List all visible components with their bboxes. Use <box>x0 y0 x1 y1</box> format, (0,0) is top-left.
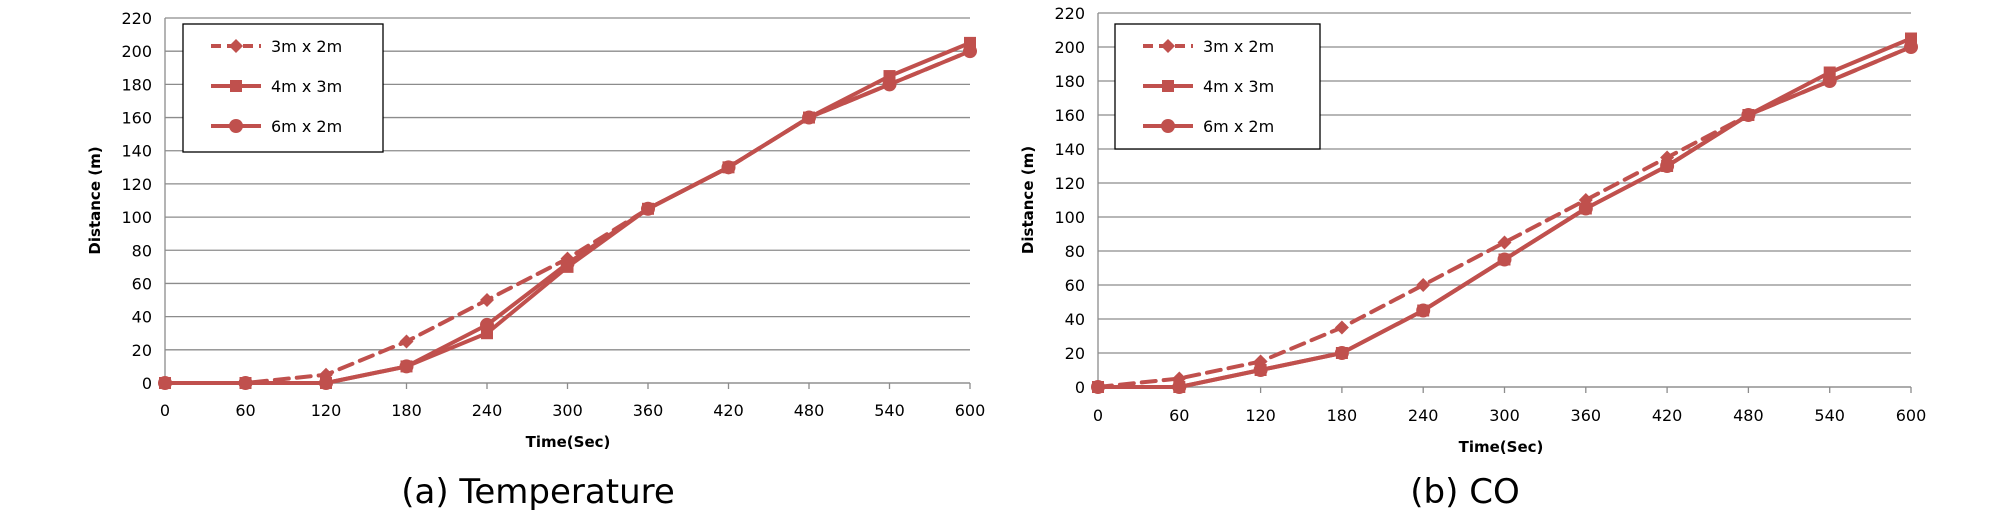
data-point-circle <box>721 160 736 175</box>
x-tick-label: 600 <box>955 401 986 420</box>
x-tick-label: 360 <box>633 401 664 420</box>
data-point-circle <box>1741 108 1756 122</box>
y-tick-label: 60 <box>1065 276 1085 295</box>
x-tick-label: 60 <box>1169 406 1189 425</box>
data-point-circle <box>1660 159 1675 173</box>
legend-label: 4m x 3m <box>1203 77 1274 96</box>
y-tick-label: 120 <box>1054 174 1085 193</box>
x-tick-label: 300 <box>552 401 583 420</box>
x-tick-label: 0 <box>1093 406 1103 425</box>
y-tick-label: 20 <box>132 341 152 360</box>
legend-label: 6m x 2m <box>1203 117 1274 136</box>
x-tick-label: 420 <box>713 401 744 420</box>
chart-svg-temperature: 0 20 40 60 80 100 120 140 160 180 200 220 0 60 120 180 2… <box>86 9 986 451</box>
y-tick-label: 20 <box>1065 344 1085 363</box>
x-tick-label: 540 <box>1814 406 1845 425</box>
data-point-circle <box>1334 346 1349 360</box>
legend-label: 4m x 3m <box>271 77 342 96</box>
y-axis-title: Distance (m) <box>1019 146 1037 254</box>
y-tick-label: 40 <box>1065 310 1085 329</box>
y-tick-label: 220 <box>121 9 152 28</box>
legend-marker-circle <box>229 119 243 133</box>
x-tick-label: 480 <box>1733 406 1764 425</box>
chart-caption: (b) CO <box>1410 472 1520 512</box>
y-tick-label: 160 <box>121 109 152 128</box>
x-tick-label: 240 <box>1408 406 1439 425</box>
x-tick-label: 360 <box>1571 406 1602 425</box>
data-point-circle <box>319 376 333 390</box>
x-tick-label: 540 <box>874 401 905 420</box>
data-point-circle <box>238 376 253 390</box>
x-tick-label: 60 <box>235 401 255 420</box>
y-tick-label: 100 <box>1054 208 1085 227</box>
x-tick-label: 120 <box>1245 406 1276 425</box>
y-tick-label: 0 <box>142 374 152 393</box>
chart-panel-co: 0 20 40 60 80 100 120 140 160 180 200 220 0 60 120 180 2… <box>1004 0 2008 518</box>
x-axis-title: Time(Sec) <box>1459 438 1544 456</box>
data-point-circle <box>963 44 977 59</box>
x-tick-label: 600 <box>1896 406 1927 425</box>
chart-caption: (a) Temperature <box>401 472 675 512</box>
data-point-circle <box>1497 252 1512 267</box>
x-tick-label: 300 <box>1489 406 1520 425</box>
x-axis-title: Time(Sec) <box>526 433 611 451</box>
y-tick-label: 140 <box>121 142 152 161</box>
data-point-diamond <box>1334 320 1349 335</box>
y-tick-label: 220 <box>1054 4 1085 23</box>
y-tick-label: 160 <box>1054 106 1085 125</box>
legend-marker-diamond <box>229 39 243 53</box>
legend-label: 6m x 2m <box>271 117 342 136</box>
data-point-circle <box>560 256 575 271</box>
y-tick-label: 140 <box>1054 140 1085 159</box>
data-point-circle <box>1172 380 1187 394</box>
chart-panel-temperature: 0 20 40 60 80 100 120 140 160 180 200 220 0 60 120 180 2… <box>86 9 986 512</box>
data-point-circle <box>1091 380 1105 394</box>
data-point-circle <box>1578 201 1593 216</box>
y-tick-label: 80 <box>1065 242 1085 261</box>
legend-label: 3m x 2m <box>1203 37 1274 56</box>
chart-svg-co: 0 20 40 60 80 100 120 140 160 180 200 220 0 60 120 180 2… <box>1019 4 1927 456</box>
data-point-circle <box>158 376 172 390</box>
legend-marker-diamond <box>1161 39 1175 53</box>
data-point-circle <box>1416 303 1431 318</box>
x-tick-label: 180 <box>1327 406 1358 425</box>
data-point-circle <box>802 110 816 125</box>
legend-marker-square <box>230 80 242 92</box>
x-tick-label: 480 <box>794 401 825 420</box>
legend-marker-square <box>1162 80 1174 92</box>
data-point-circle <box>1904 40 1918 54</box>
data-point-diamond <box>399 334 414 349</box>
x-tick-label: 0 <box>160 401 170 420</box>
data-point-circle <box>1822 74 1837 88</box>
y-tick-label: 40 <box>132 308 152 327</box>
y-axis-title: Distance (m) <box>86 146 104 254</box>
data-point-circle <box>480 317 494 332</box>
data-point-circle <box>882 77 897 92</box>
x-tick-label: 240 <box>472 401 503 420</box>
data-point-diamond <box>1497 235 1512 250</box>
data-point-circle <box>1253 363 1268 377</box>
x-tick-label: 180 <box>391 401 422 420</box>
data-point-circle <box>399 359 414 374</box>
data-point-diamond <box>1416 278 1431 292</box>
y-tick-label: 100 <box>121 208 152 227</box>
y-tick-label: 200 <box>1054 38 1085 57</box>
y-tick-label: 200 <box>121 42 152 61</box>
x-tick-label: 420 <box>1652 406 1683 425</box>
data-point-diamond <box>480 293 494 308</box>
y-tick-label: 180 <box>1054 72 1085 91</box>
y-tick-label: 0 <box>1075 378 1085 397</box>
y-tick-label: 80 <box>132 241 152 260</box>
data-point-circle <box>641 201 655 216</box>
y-tick-label: 120 <box>121 175 152 194</box>
y-tick-label: 60 <box>132 274 152 293</box>
legend-marker-circle <box>1161 119 1175 133</box>
x-tick-label: 120 <box>311 401 342 420</box>
legend-label: 3m x 2m <box>271 37 342 56</box>
y-tick-label: 180 <box>121 75 152 94</box>
